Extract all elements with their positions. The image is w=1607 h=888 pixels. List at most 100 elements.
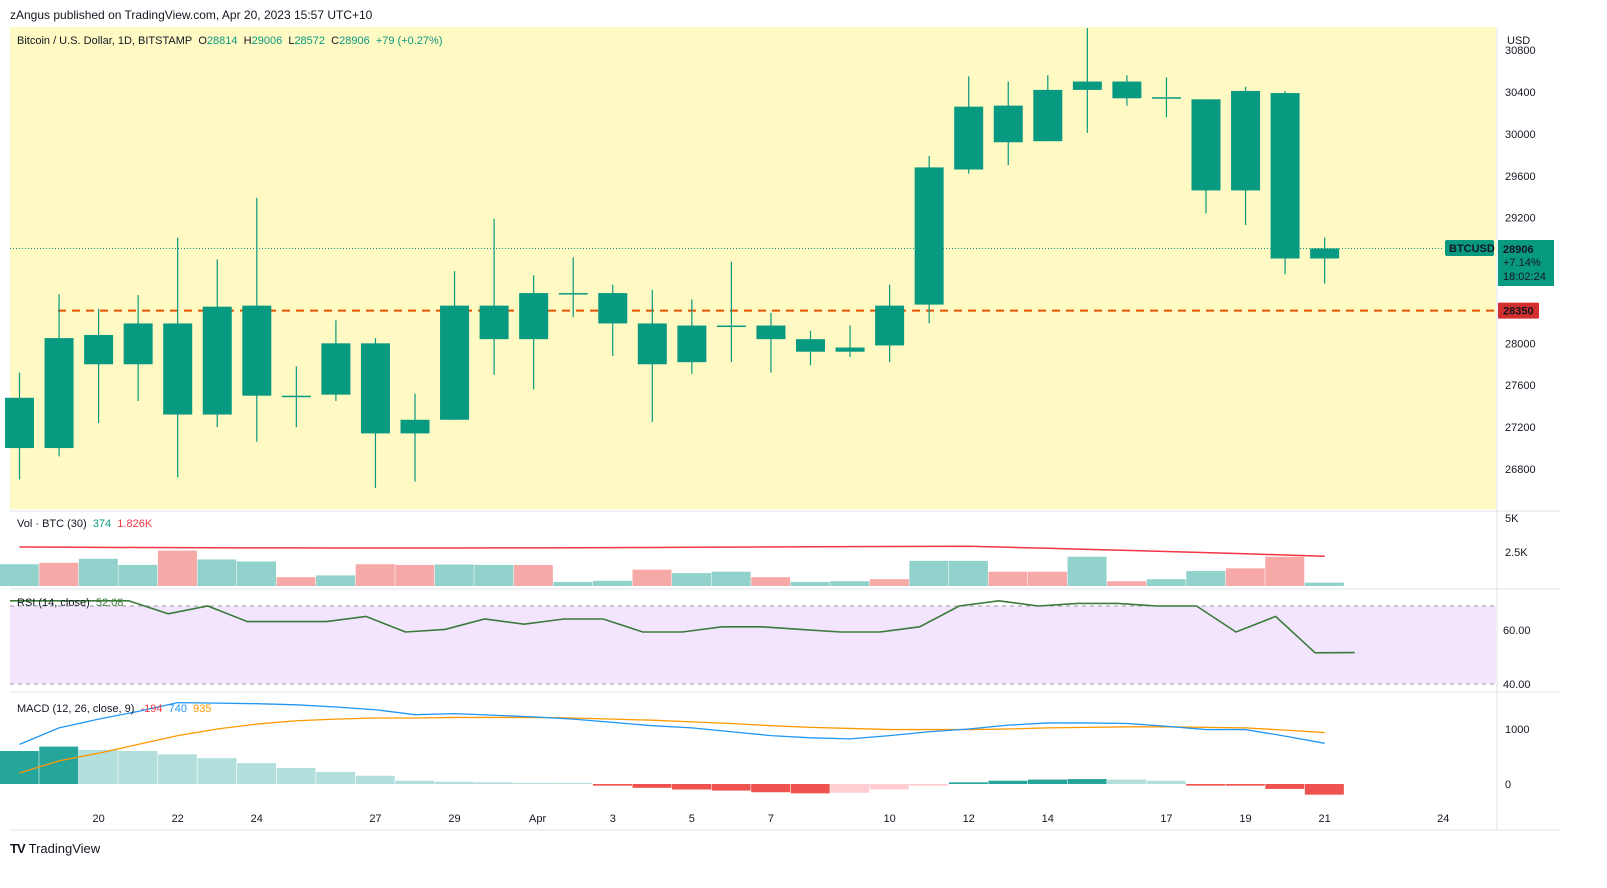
time-axis-label: 20	[92, 813, 104, 825]
candle	[321, 320, 351, 401]
volume-axis-tick: 2.5K	[1505, 547, 1528, 559]
candle-body	[321, 343, 351, 395]
macd-histogram-bar	[1067, 779, 1107, 784]
macd-histogram-bar	[592, 784, 632, 786]
candle	[637, 289, 667, 422]
candle-body	[716, 325, 746, 328]
candle-body	[400, 419, 430, 434]
candle	[954, 76, 984, 174]
volume-bar	[197, 559, 237, 586]
candle-body	[1270, 93, 1300, 259]
volume-bar	[672, 573, 712, 586]
candle-body	[954, 106, 984, 170]
time-axis-label: 21	[1319, 813, 1331, 825]
ticker-badge	[1445, 240, 1494, 256]
candle	[44, 294, 74, 457]
price-axis-tick: 30400	[1505, 87, 1536, 99]
time-axis-label: 7	[768, 813, 774, 825]
candle-body	[5, 397, 34, 449]
macd-signal-value: 935	[193, 703, 212, 715]
last-price-badge	[1498, 240, 1554, 286]
time-axis-label: Apr	[529, 813, 546, 825]
tradingview-brand[interactable]: TV TradingView	[10, 841, 100, 856]
price-axis-tick: 26800	[1505, 464, 1536, 476]
price-axis-tick: 27600	[1505, 380, 1536, 392]
high-label: H	[243, 35, 252, 47]
candle	[558, 257, 588, 318]
rsi-axis-tick: 60.00	[1503, 625, 1531, 637]
volume-bar	[830, 581, 870, 586]
candle	[440, 271, 470, 420]
macd-histogram-bar	[1107, 779, 1147, 784]
candle-body	[598, 293, 628, 324]
candle	[202, 259, 232, 428]
volume-bar	[711, 571, 751, 586]
macd-histogram-bar	[355, 775, 395, 784]
macd-histogram-bar	[434, 781, 474, 784]
ticker-badge-text: BTCUSD	[1449, 243, 1495, 255]
macd-histogram-bar	[909, 784, 949, 786]
time-axis-label: 24	[1437, 813, 1449, 825]
macd-histogram-bar	[237, 763, 276, 784]
time-axis-label: 22	[172, 813, 184, 825]
candle-body	[914, 167, 944, 305]
rsi-legend: RSI (14, close) 52.08	[17, 597, 123, 609]
rsi-value: 52.08	[95, 597, 124, 609]
volume-bar	[1107, 581, 1147, 586]
candle	[1310, 237, 1340, 284]
volume-bar	[751, 577, 791, 586]
macd-histogram-bar	[632, 784, 672, 788]
macd-axis-tick: 0	[1505, 779, 1511, 791]
candle-body	[558, 293, 588, 295]
candle-body	[835, 347, 865, 352]
macd-legend: MACD (12, 26, close, 9) -194 740 935	[17, 703, 212, 715]
macd-line	[19, 701, 1325, 745]
volume-value-2: 1.826K	[117, 518, 153, 530]
macd-histogram-bar	[118, 751, 158, 784]
level-badge-text: 28350	[1503, 306, 1534, 318]
volume-bar	[395, 564, 435, 586]
volume-bar	[316, 575, 356, 586]
candle-body	[1112, 81, 1142, 99]
macd-hist-value: -194	[140, 703, 163, 715]
candle-body	[44, 338, 74, 449]
candle-body	[875, 305, 905, 346]
macd-histogram-bar	[553, 782, 593, 784]
macd-histogram-bar	[157, 754, 197, 784]
volume-bar	[1265, 556, 1305, 586]
volume-bar	[948, 560, 988, 586]
price-axis-tick: 30000	[1505, 129, 1536, 141]
volume-axis-tick: 5K	[1505, 513, 1519, 525]
time-axis-label: 27	[369, 813, 381, 825]
candle-body	[637, 323, 667, 365]
volume-ma-line	[19, 545, 1325, 557]
candle	[875, 284, 905, 363]
volume-bar	[39, 562, 79, 586]
macd-histogram-bar	[830, 784, 870, 793]
candle	[835, 325, 865, 357]
candle	[242, 197, 272, 442]
low-value: 28572	[294, 35, 326, 47]
volume-bar	[909, 560, 949, 586]
macd-label: MACD (12, 26, close, 9)	[17, 703, 135, 715]
candle	[519, 275, 549, 390]
tradingview-logo-icon: TV	[10, 841, 26, 856]
macd-histogram-bar	[513, 782, 553, 784]
macd-histogram-bar	[869, 784, 909, 790]
time-axis-label: 24	[251, 813, 263, 825]
macd-histogram-bar	[395, 780, 435, 784]
open-label: O	[198, 35, 207, 47]
candle-body	[440, 305, 470, 420]
symbol-legend: Bitcoin / U.S. Dollar, 1D, BITSTAMP O288…	[17, 35, 442, 47]
last-price-text: 28906	[1503, 244, 1534, 256]
close-label: C	[331, 35, 340, 47]
volume-bar	[1146, 579, 1186, 586]
candle-body	[756, 325, 786, 340]
volume-bar	[513, 564, 553, 586]
volume-bar	[632, 569, 672, 586]
macd-histogram-bar	[751, 784, 791, 793]
macd-line-value: 740	[168, 703, 188, 715]
macd-histogram-bar	[197, 758, 237, 784]
volume-bar	[434, 564, 474, 586]
